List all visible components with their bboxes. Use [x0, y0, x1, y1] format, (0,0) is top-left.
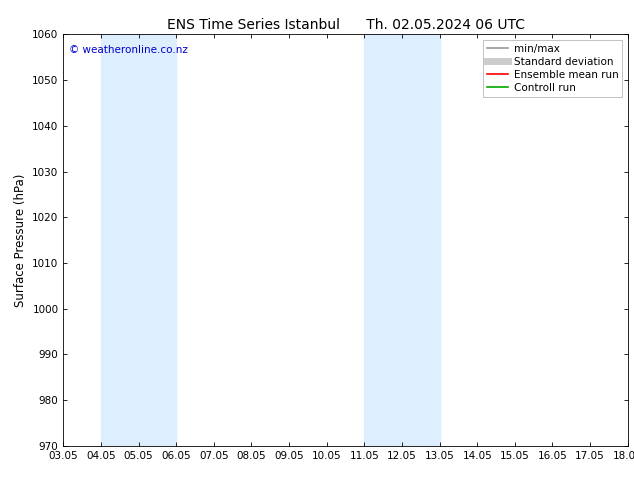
Bar — [101, 34, 176, 446]
Text: © weatheronline.co.nz: © weatheronline.co.nz — [69, 45, 188, 54]
Bar — [365, 34, 439, 446]
Title: ENS Time Series Istanbul      Th. 02.05.2024 06 UTC: ENS Time Series Istanbul Th. 02.05.2024 … — [167, 18, 524, 32]
Y-axis label: Surface Pressure (hPa): Surface Pressure (hPa) — [14, 173, 27, 307]
Legend: min/max, Standard deviation, Ensemble mean run, Controll run: min/max, Standard deviation, Ensemble me… — [483, 40, 623, 97]
